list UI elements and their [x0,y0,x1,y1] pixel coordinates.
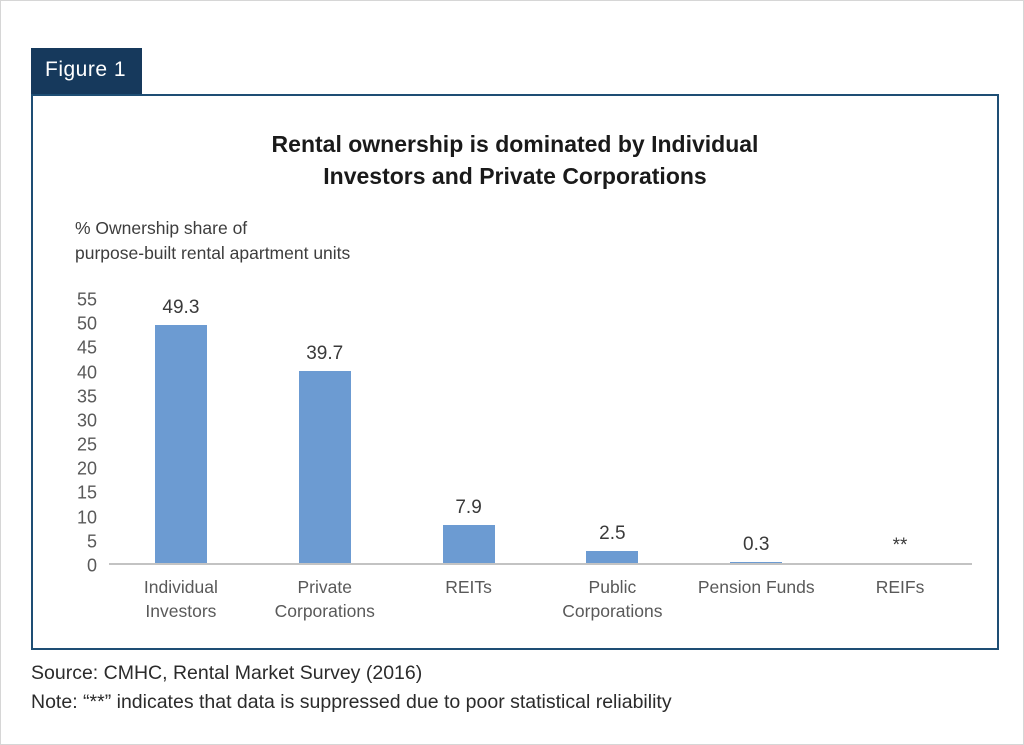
chart-title: Rental ownership is dominated by Individ… [33,128,997,192]
chart-title-line-1: Rental ownership is dominated by Individ… [271,131,759,157]
source-text: Source: CMHC, Rental Market Survey (2016… [31,662,423,684]
bar-chart: 55 50 45 40 35 30 25 20 15 10 5 0 49.3 Individual In… [61,290,972,621]
bar-value-label: 2.5 [599,522,626,544]
x-category-label: REIFs [875,577,925,597]
chart-title-line-2: Investors and Private Corporations [323,163,707,189]
x-category-label: Individual Investors [143,577,218,621]
bar-group: 7.9 REITs [397,299,541,597]
bar-group: ** REIFs [828,299,972,597]
bar [154,324,207,563]
bar-group: 2.5 Public Corporations [540,299,684,621]
x-category-label: Public Corporations [562,577,663,621]
bar [298,371,351,563]
bar-group: 39.7 Private Corporations [253,299,397,621]
x-category-label: REITs [445,577,492,597]
figure-label-tab: Figure 1 [31,48,143,94]
bar-value-label: 7.9 [455,496,482,518]
figure-label: Figure 1 [45,58,127,81]
y-axis: 55 50 45 40 35 30 25 20 15 10 5 0 [61,290,109,576]
y-axis-unit-line-2: purpose-built rental apartment units [75,243,351,263]
y-tick-label: 55 [76,289,97,310]
y-tick-label: 45 [76,337,97,358]
chart-panel: Rental ownership is dominated by Individ… [31,94,999,650]
bar [442,524,495,563]
y-tick-label: 35 [76,386,97,407]
y-tick-label: 0 [86,555,97,576]
bar-group: 49.3 Individual Investors [109,296,253,621]
bar-value-label: 49.3 [162,296,200,318]
plot-area: 49.3 Individual Investors 39.7 Private Corp… [109,296,972,621]
bar [730,561,783,563]
y-axis-unit-label: % Ownership share of purpose-built renta… [75,216,350,266]
y-tick-label: 15 [76,482,97,503]
y-tick-label: 10 [76,507,97,528]
y-tick-label: 5 [86,531,97,552]
x-category-label: Private Corporations [274,577,375,621]
y-axis-unit-line-1: % Ownership share of [75,218,248,238]
bar-value-label: 39.7 [306,343,344,364]
y-tick-label: 25 [76,434,97,455]
bar [586,550,639,563]
bar-value-label: ** [892,535,908,556]
y-tick-label: 30 [76,410,97,431]
x-category-label: Pension Funds [697,577,815,597]
note-text: Note: “**” indicates that data is suppre… [31,691,672,713]
bar-group: 0.3 Pension Funds [684,299,828,598]
y-tick-label: 50 [76,313,97,334]
y-tick-label: 20 [76,458,97,479]
bar-value-label: 0.3 [743,533,770,555]
y-tick-label: 40 [76,362,97,383]
